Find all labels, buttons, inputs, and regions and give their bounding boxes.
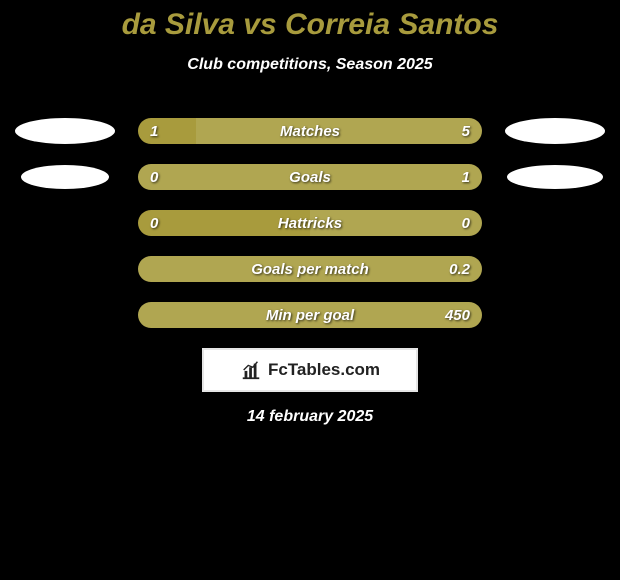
stat-value-right: 0 <box>462 210 470 236</box>
stat-row: Goals per match 0.2 <box>0 256 620 282</box>
stat-value-right: 450 <box>445 302 470 328</box>
stat-bar: Min per goal 450 <box>138 302 482 328</box>
stats-rows: 1 Matches 5 0 Goals 1 0 Hattricks <box>0 118 620 328</box>
player-ellipse-icon <box>15 118 115 144</box>
page-subtitle: Club competitions, Season 2025 <box>0 56 620 74</box>
player-ellipse-icon <box>21 165 109 189</box>
left-ellipse-slot <box>10 210 120 236</box>
left-ellipse-slot <box>10 302 120 328</box>
stat-row: 1 Matches 5 <box>0 118 620 144</box>
right-ellipse-slot <box>500 164 610 190</box>
stat-bar: 0 Goals 1 <box>138 164 482 190</box>
right-ellipse-slot <box>500 118 610 144</box>
bar-left-segment <box>138 210 310 236</box>
stat-value-right: 0.2 <box>449 256 470 282</box>
stat-bar: 0 Hattricks 0 <box>138 210 482 236</box>
right-ellipse-slot <box>500 210 610 236</box>
left-ellipse-slot <box>10 256 120 282</box>
stat-value-left: 0 <box>150 210 158 236</box>
stat-row: 0 Goals 1 <box>0 164 620 190</box>
player-ellipse-icon <box>507 165 603 189</box>
stat-row: 0 Hattricks 0 <box>0 210 620 236</box>
page-title: da Silva vs Correia Santos <box>0 0 620 42</box>
player-ellipse-icon <box>505 118 605 144</box>
brand-box[interactable]: FcTables.com <box>202 348 418 392</box>
bar-right-segment <box>196 118 482 144</box>
bar-chart-icon <box>240 359 262 381</box>
bar-right-segment <box>138 256 482 282</box>
stat-value-left: 0 <box>150 164 158 190</box>
bar-left-segment <box>138 118 196 144</box>
stat-bar: 1 Matches 5 <box>138 118 482 144</box>
left-ellipse-slot <box>10 118 120 144</box>
bar-right-segment <box>138 164 482 190</box>
stat-bar: Goals per match 0.2 <box>138 256 482 282</box>
stat-value-left: 1 <box>150 118 158 144</box>
date-label: 14 february 2025 <box>0 408 620 426</box>
bar-right-segment <box>138 302 482 328</box>
right-ellipse-slot <box>500 302 610 328</box>
stat-value-right: 5 <box>462 118 470 144</box>
brand-label: FcTables.com <box>268 360 380 380</box>
right-ellipse-slot <box>500 256 610 282</box>
stat-value-right: 1 <box>462 164 470 190</box>
left-ellipse-slot <box>10 164 120 190</box>
stat-row: Min per goal 450 <box>0 302 620 328</box>
bar-right-segment <box>310 210 482 236</box>
